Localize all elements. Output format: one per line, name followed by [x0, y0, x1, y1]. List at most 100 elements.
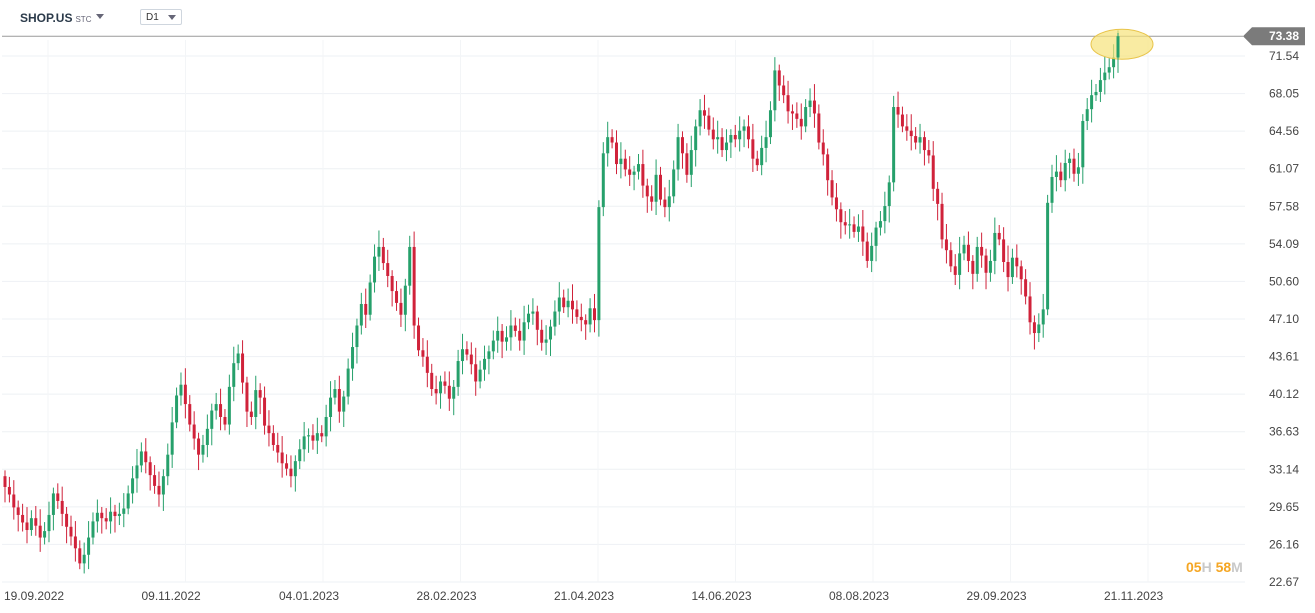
candle	[856, 214, 860, 242]
candle	[289, 455, 293, 488]
candle	[95, 499, 99, 533]
y-tick-label: 47.10	[1269, 312, 1299, 326]
candle	[1037, 313, 1041, 343]
candle	[936, 181, 940, 221]
candle	[337, 375, 341, 423]
x-tick-label: 21.04.2023	[554, 589, 614, 603]
candle	[628, 156, 632, 186]
candle	[804, 99, 808, 133]
candle	[381, 237, 385, 270]
symbol-selector[interactable]: SHOP.US STC	[20, 11, 91, 25]
candle	[698, 99, 702, 136]
candle	[1116, 32, 1120, 64]
candle	[307, 428, 311, 453]
candle	[386, 249, 390, 288]
candle	[1076, 152, 1080, 186]
candle	[513, 317, 517, 337]
candle	[232, 346, 236, 402]
candle	[966, 231, 970, 273]
candle	[922, 131, 926, 166]
candle	[654, 159, 658, 216]
candle	[1006, 245, 1010, 292]
y-tick-label: 50.60	[1269, 274, 1299, 288]
candle	[808, 88, 812, 118]
candle	[535, 305, 539, 346]
candle	[839, 202, 843, 239]
candle	[315, 417, 319, 454]
candle	[909, 114, 913, 151]
y-tick-label: 26.16	[1269, 537, 1299, 551]
candle	[685, 143, 689, 183]
candle	[161, 469, 165, 511]
symbol-label: SHOP.US	[20, 11, 73, 25]
candle	[852, 216, 856, 238]
candle	[179, 372, 183, 406]
symbol-type-label: STC	[75, 15, 92, 24]
candle	[1024, 269, 1028, 305]
candle	[544, 325, 548, 355]
candle	[144, 438, 148, 474]
candle	[914, 127, 918, 150]
candle	[931, 141, 935, 202]
candle	[245, 376, 249, 428]
x-tick-label: 21.11.2023	[1104, 589, 1163, 603]
candle	[320, 425, 324, 443]
candle	[166, 443, 170, 486]
candle	[755, 150, 759, 171]
candle	[883, 191, 887, 234]
countdown-hours-unit: H	[1201, 559, 1212, 575]
candle	[500, 324, 504, 359]
candle	[584, 314, 588, 340]
candle	[139, 442, 143, 473]
candle	[826, 148, 830, 196]
candle	[764, 120, 768, 163]
candle	[953, 254, 957, 285]
symbol-dropdown-chevron-icon[interactable]	[96, 14, 104, 19]
candle	[1059, 162, 1063, 188]
candle	[601, 142, 605, 217]
candle	[738, 116, 742, 152]
candle	[395, 280, 399, 311]
candle	[47, 501, 51, 543]
candle	[566, 288, 570, 318]
candle	[1090, 79, 1094, 123]
interval-dropdown[interactable]: D1	[140, 9, 182, 25]
candle	[368, 274, 372, 321]
candle	[478, 360, 482, 389]
candle	[496, 316, 500, 353]
candle	[456, 349, 460, 396]
candle	[878, 211, 882, 236]
candle	[474, 347, 478, 396]
candle	[403, 278, 407, 332]
candle	[452, 379, 456, 416]
candle	[236, 344, 240, 371]
candle	[104, 508, 108, 530]
candle	[170, 406, 174, 468]
candle	[399, 288, 403, 327]
candle	[201, 434, 205, 463]
candle	[830, 170, 834, 206]
candle	[746, 115, 750, 149]
candle	[623, 149, 627, 177]
candle	[324, 404, 328, 447]
candle	[263, 386, 267, 435]
candle	[227, 374, 231, 435]
candle	[87, 521, 91, 570]
candle	[412, 231, 416, 339]
candle	[390, 270, 394, 307]
candle	[870, 232, 874, 273]
candle	[267, 410, 271, 447]
interval-chevron-down-icon	[168, 15, 176, 20]
candle	[285, 454, 289, 476]
candle	[122, 493, 126, 528]
candle	[768, 101, 772, 145]
candle	[562, 289, 566, 314]
candle	[962, 235, 966, 261]
candle	[1041, 293, 1045, 338]
candle	[1054, 155, 1058, 192]
candle	[531, 298, 535, 325]
candle	[650, 185, 654, 211]
candle	[716, 120, 720, 154]
y-tick-label: 61.07	[1269, 162, 1299, 176]
